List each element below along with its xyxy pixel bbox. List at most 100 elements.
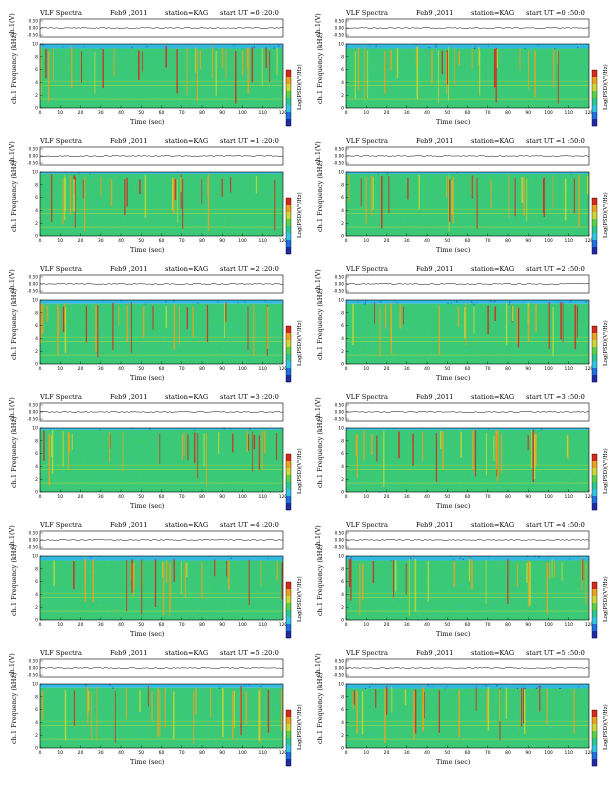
- noise-speck: [464, 692, 466, 694]
- noise-speck: [517, 589, 519, 591]
- y-tick-label: 10: [32, 42, 38, 48]
- noise-speck: [491, 71, 493, 72]
- noise-speck: [516, 73, 518, 75]
- noise-speck: [175, 180, 177, 182]
- noise-speck: [423, 326, 425, 328]
- noise-speck: [364, 485, 366, 487]
- date-text: Feb9 ,2011: [416, 521, 454, 529]
- noise-speck: [138, 603, 140, 605]
- noise-speck: [193, 587, 195, 589]
- noise-speck: [517, 72, 519, 74]
- noise-speck: [240, 580, 242, 582]
- y-tick-label: 2: [35, 93, 38, 99]
- noise-speck: [244, 301, 246, 303]
- noise-speck: [372, 68, 374, 70]
- x-tick-label: 0: [345, 750, 348, 756]
- noise-speck: [375, 45, 377, 47]
- noise-speck: [84, 739, 86, 741]
- noise-speck: [396, 605, 398, 607]
- noise-speck: [88, 571, 90, 573]
- noise-speck: [153, 616, 155, 618]
- x-tick-label: 40: [424, 110, 430, 116]
- noise-speck: [126, 71, 128, 73]
- noise-speck: [462, 616, 464, 618]
- noise-speck: [486, 583, 488, 585]
- noise-speck: [572, 223, 574, 225]
- noise-speck: [259, 61, 261, 63]
- noise-speck: [244, 737, 246, 739]
- x-tick-label: 100: [544, 110, 553, 116]
- noise-speck: [169, 475, 171, 477]
- noise-speck: [89, 311, 91, 313]
- noise-speck: [143, 86, 145, 87]
- noise-speck: [239, 724, 241, 726]
- noise-speck: [169, 83, 171, 84]
- noise-speck: [227, 181, 229, 183]
- noise-speck: [42, 455, 44, 457]
- noise-speck: [56, 722, 58, 724]
- noise-speck: [512, 561, 514, 562]
- noise-speck: [459, 584, 462, 586]
- noise-speck: [109, 49, 112, 51]
- colorbar-segment: [592, 240, 597, 248]
- noise-speck: [124, 745, 126, 746]
- panel-title: VLF Spectra Feb9 ,2011 station=KAG start UT…: [346, 137, 588, 147]
- noise-speck: [574, 461, 576, 463]
- noise-speck: [529, 217, 531, 219]
- noise-speck: [422, 181, 424, 183]
- noise-speck: [513, 215, 515, 217]
- x-tick-label: 80: [505, 494, 511, 500]
- noise-speck: [266, 58, 268, 60]
- noise-speck: [456, 329, 458, 331]
- noise-speck: [217, 195, 219, 196]
- noise-speck: [265, 306, 267, 308]
- noise-speck: [223, 587, 225, 589]
- start-time-text: start UT =2 :50:0: [526, 265, 585, 273]
- noise-speck: [273, 462, 275, 464]
- title-text: VLF Spectra: [346, 137, 388, 145]
- noise-speck: [69, 581, 71, 582]
- channel-tick-label: -0.50: [333, 545, 344, 550]
- colorbar-frame: [285, 69, 292, 127]
- noise-speck: [223, 360, 225, 362]
- x-tick-label: 110: [564, 110, 573, 116]
- noise-speck: [138, 481, 140, 483]
- spectrogram-field: [346, 44, 589, 108]
- noise-speck: [494, 105, 496, 107]
- noise-speck: [79, 358, 81, 360]
- noise-speck: [238, 467, 240, 469]
- noise-speck: [565, 85, 567, 87]
- x-tick-label: 50: [138, 366, 144, 372]
- noise-speck: [89, 230, 91, 232]
- noise-speck: [214, 742, 217, 744]
- noise-speck: [583, 306, 585, 308]
- x-tick-label: 10: [363, 238, 369, 244]
- noise-speck: [135, 444, 137, 445]
- noise-speck: [490, 57, 492, 59]
- noise-speck: [371, 562, 373, 564]
- noise-speck: [248, 684, 250, 686]
- noise-speck: [531, 177, 533, 179]
- noise-speck: [273, 65, 275, 67]
- noise-speck: [484, 68, 487, 70]
- noise-speck: [232, 340, 234, 342]
- channel-waveform: [345, 667, 590, 669]
- x-tick-label: 100: [238, 110, 247, 116]
- noise-speck: [585, 324, 587, 326]
- noise-speck: [584, 714, 586, 716]
- noise-speck: [347, 342, 350, 344]
- noise-speck: [381, 327, 384, 329]
- noise-speck: [258, 477, 261, 479]
- colorbar-segment: [286, 489, 291, 497]
- noise-speck: [105, 87, 107, 89]
- noise-speck: [554, 569, 556, 571]
- spectrogram-field: [40, 428, 283, 493]
- noise-speck: [83, 337, 85, 339]
- noise-speck: [571, 481, 573, 483]
- noise-speck: [127, 220, 130, 222]
- panel-title: VLF Spectra Feb9 ,2011 station=KAG start UT…: [346, 9, 588, 19]
- noise-speck: [570, 468, 572, 470]
- station-text: station=KAG: [165, 265, 209, 273]
- noise-speck: [587, 730, 589, 732]
- x-tick-label: 70: [179, 110, 185, 116]
